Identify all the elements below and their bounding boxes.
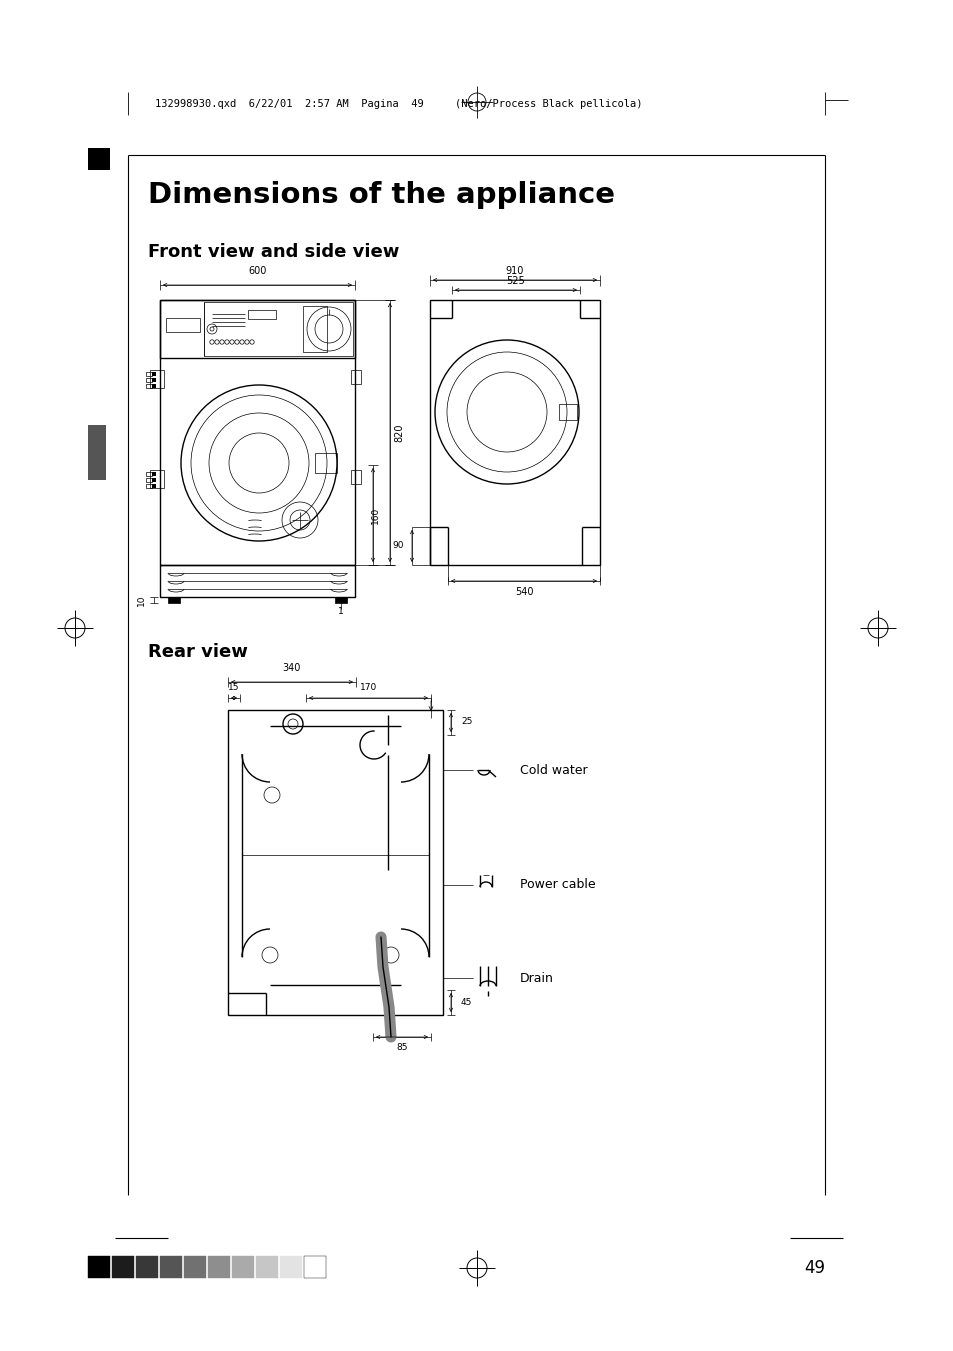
Bar: [146, 372, 152, 376]
Bar: [160, 1256, 182, 1278]
Bar: [146, 471, 152, 476]
Bar: [248, 309, 275, 319]
Bar: [152, 372, 156, 376]
Bar: [152, 478, 156, 482]
Bar: [88, 426, 106, 480]
Bar: [150, 370, 164, 388]
Bar: [304, 1256, 326, 1278]
Bar: [255, 1256, 277, 1278]
Text: 85: 85: [395, 1043, 407, 1052]
Text: Dimensions of the appliance: Dimensions of the appliance: [148, 181, 615, 209]
Bar: [232, 1256, 253, 1278]
Bar: [160, 300, 355, 358]
Text: 910: 910: [505, 266, 523, 276]
Bar: [430, 300, 599, 565]
Text: 340: 340: [282, 663, 301, 673]
Text: 525: 525: [506, 276, 525, 286]
Bar: [558, 404, 577, 420]
Text: Front view and side view: Front view and side view: [148, 243, 399, 261]
Bar: [112, 1256, 133, 1278]
Text: Cold water: Cold water: [519, 763, 587, 777]
Bar: [228, 711, 442, 1015]
Text: Power cable: Power cable: [519, 878, 595, 892]
Text: 820: 820: [394, 423, 403, 442]
Bar: [152, 378, 156, 382]
Text: 540: 540: [515, 586, 533, 597]
Bar: [184, 1256, 206, 1278]
Text: 10: 10: [137, 594, 146, 605]
Bar: [208, 1256, 230, 1278]
Bar: [88, 1256, 110, 1278]
Bar: [88, 149, 110, 170]
Bar: [146, 378, 152, 382]
Text: 600: 600: [248, 266, 267, 276]
Bar: [152, 471, 156, 476]
Bar: [168, 597, 180, 603]
Bar: [150, 470, 164, 488]
Bar: [136, 1256, 158, 1278]
Bar: [152, 384, 156, 388]
Bar: [146, 384, 152, 388]
Text: 90: 90: [392, 542, 403, 550]
Text: 45: 45: [460, 998, 472, 1006]
Bar: [335, 597, 347, 603]
Bar: [351, 470, 360, 484]
Bar: [280, 1256, 302, 1278]
Bar: [204, 303, 353, 357]
Text: Drain: Drain: [519, 971, 554, 985]
Text: 160: 160: [370, 507, 379, 524]
Bar: [314, 453, 336, 473]
Bar: [160, 300, 355, 565]
Bar: [166, 317, 200, 332]
Text: 132998930.qxd  6/22/01  2:57 AM  Pagina  49     (Nero/Process Black pellicola): 132998930.qxd 6/22/01 2:57 AM Pagina 49 …: [154, 99, 641, 109]
Bar: [152, 484, 156, 488]
Text: Rear view: Rear view: [148, 643, 248, 661]
Bar: [160, 565, 355, 597]
Bar: [351, 370, 360, 384]
Text: 170: 170: [359, 684, 376, 692]
Text: 49: 49: [803, 1259, 824, 1277]
Text: 1: 1: [337, 607, 343, 616]
Bar: [303, 305, 327, 353]
Bar: [146, 484, 152, 488]
Text: 25: 25: [460, 717, 472, 727]
Text: 15: 15: [228, 684, 239, 692]
Bar: [146, 478, 152, 482]
